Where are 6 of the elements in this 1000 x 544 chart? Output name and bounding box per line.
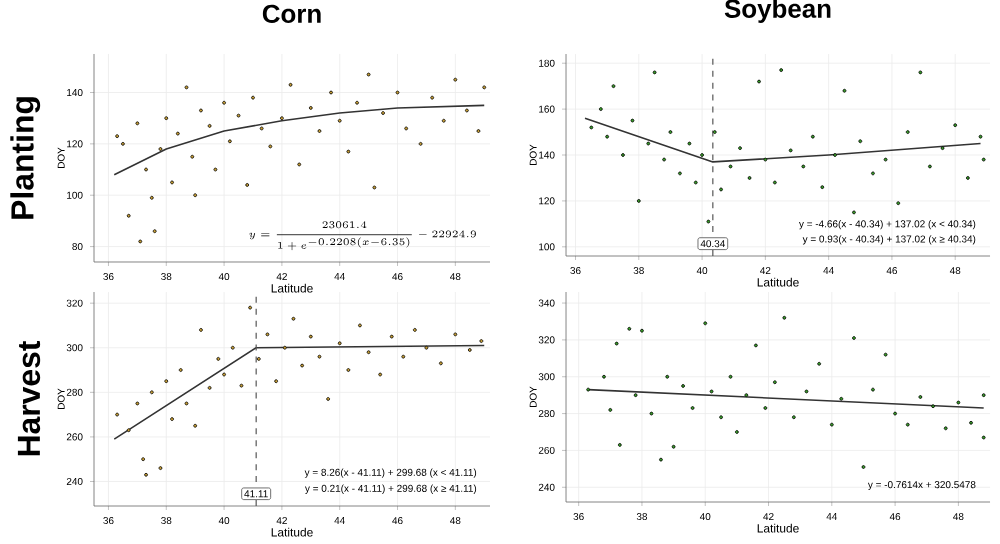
- line-series: [113, 104, 486, 176]
- annotation: $y = \frac{23061.4}{1 + e^{-0.2208(x - 6.35)}} - 22924.9$: [249, 221, 476, 251]
- text: Planting: [10, 97, 41, 219]
- chart-title: Corn: [262, 4, 321, 23]
- line-series: [584, 117, 982, 163]
- text: Harvest: [17, 340, 41, 456]
